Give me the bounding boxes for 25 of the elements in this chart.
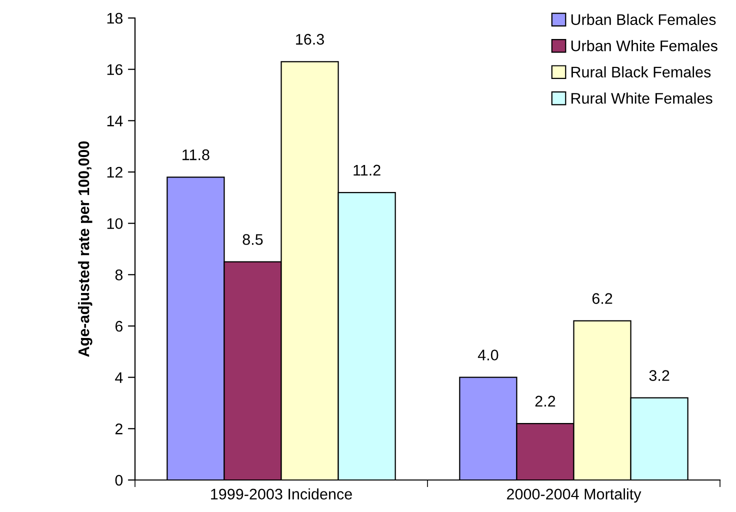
legend-label: Rural Black Females — [571, 66, 711, 78]
y-axis-title: Age-adjusted rate per 100,000 — [78, 141, 92, 357]
x-tick-label: 2000-2004 Mortality — [507, 488, 642, 503]
y-tick-label: 16 — [107, 64, 123, 76]
y-tick-label: 14 — [107, 116, 123, 126]
data-label: 8.5 — [242, 234, 263, 245]
y-tick-label: 8 — [115, 270, 123, 280]
y-tick-label: 6 — [115, 320, 123, 332]
y-tick-label: 10 — [107, 218, 123, 230]
data-label: 16.3 — [296, 34, 324, 45]
data-label: 3.2 — [649, 370, 670, 381]
x-tick-label: 1999-2003 Incidence — [211, 488, 352, 500]
y-tick-label: 4 — [115, 372, 123, 383]
data-label: 4.0 — [478, 350, 498, 360]
data-label: 2.2 — [535, 396, 556, 406]
y-tick-label: 0 — [115, 474, 123, 486]
y-tick-label: 2 — [115, 424, 122, 434]
data-label: 11.2 — [354, 164, 380, 176]
legend-label: Rural White Females — [571, 92, 712, 104]
y-tick-label: 12 — [107, 166, 122, 178]
data-label: 6.2 — [592, 293, 612, 304]
legend-label: Urban White Females — [571, 40, 718, 52]
data-label: 11.8 — [182, 149, 210, 160]
legend-label: Urban Black Females — [571, 14, 716, 26]
y-tick-label: 18 — [107, 12, 123, 24]
